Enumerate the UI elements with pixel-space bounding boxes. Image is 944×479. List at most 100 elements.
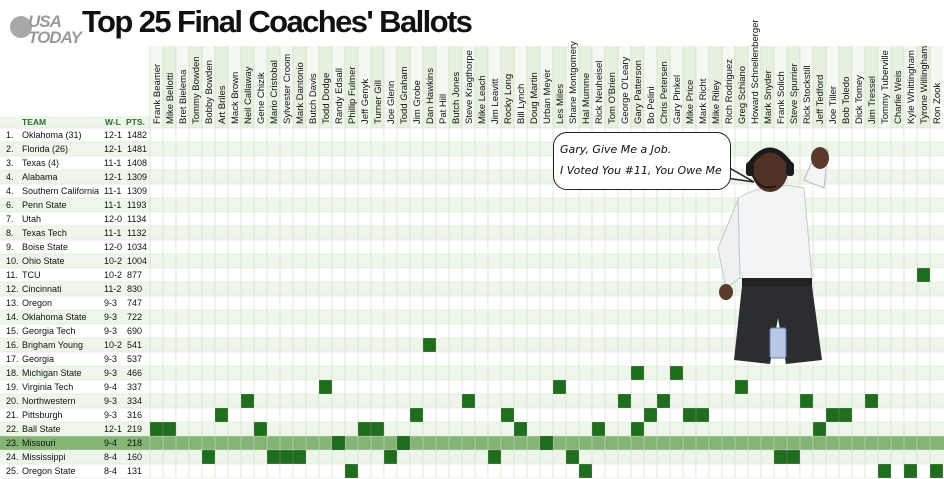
team-points: 537: [127, 354, 142, 364]
team-name: Texas (4): [22, 158, 59, 168]
coach-column-header-bg: [189, 46, 202, 128]
vote-cell: [865, 394, 878, 408]
team-points: 316: [127, 410, 142, 420]
table-row-bg: [0, 380, 944, 394]
team-wl: 10-2: [104, 270, 122, 280]
coach-label: Todd Graham: [399, 66, 410, 124]
team-points: 466: [127, 368, 142, 378]
coach-column-header-bg: [202, 46, 215, 128]
team-points: 218: [127, 438, 142, 448]
table-row-bg: [0, 422, 944, 436]
vote-cell: [787, 450, 800, 464]
vote-cell: [163, 422, 176, 436]
team-rank: 15.: [6, 326, 19, 336]
team-rank: 24.: [6, 452, 19, 462]
coach-label: Bobby Bowden: [204, 60, 215, 124]
team-wl: 8-4: [104, 466, 117, 476]
team-rank: 6.: [6, 200, 14, 210]
team-name: Missouri: [22, 438, 56, 448]
coach-label: Joe Tiller: [828, 86, 839, 124]
team-rank: 14.: [6, 312, 19, 322]
coach-column-header-bg: [345, 46, 358, 128]
vote-cell: [631, 422, 644, 436]
coach-label: Mario Cristobal: [269, 60, 280, 124]
vote-cell: [735, 380, 748, 394]
coach-column-header-bg: [163, 46, 176, 128]
coach-label: Gary Patterson: [633, 60, 644, 124]
coach-column-header-bg: [228, 46, 241, 128]
table-row-bg: [0, 226, 944, 240]
team-name: Ohio State: [22, 256, 65, 266]
vote-cell: [683, 408, 696, 422]
team-points: 1482: [127, 130, 147, 140]
speech-bubble-line-2: I Voted You #11, You Owe Me: [560, 164, 722, 177]
team-name: Brigham Young: [22, 340, 83, 350]
coach-label: Steve Spurrier: [789, 63, 800, 124]
vote-cell: [813, 422, 826, 436]
coach-column-header-bg: [735, 46, 748, 128]
vote-cell: [878, 464, 891, 478]
coach-column-header-bg: [631, 46, 644, 128]
coach-column-header-bg: [579, 46, 592, 128]
coach-label: Greg Schiano: [737, 66, 748, 124]
logo-today-text: TODAY: [28, 28, 82, 47]
coach-column-header-bg: [410, 46, 423, 128]
coach-label: Butch Jones: [451, 71, 462, 124]
coach-column-header-bg: [618, 46, 631, 128]
team-name: Oklahoma (31): [22, 130, 82, 140]
team-wl: 9-3: [104, 368, 117, 378]
team-rank: 4.: [6, 186, 14, 196]
coach-column-header-bg: [436, 46, 449, 128]
coach-column-header-bg: [930, 46, 943, 128]
team-name: Mississippi: [22, 452, 66, 462]
logo-usa-text: USA: [28, 12, 62, 31]
team-rank: 12.: [6, 284, 19, 294]
vote-cell: [371, 422, 384, 436]
team-points: 1309: [127, 172, 147, 182]
coach-label: Pat Hill: [438, 94, 449, 124]
coach-column-header-bg: [280, 46, 293, 128]
team-points: 1134: [127, 214, 146, 224]
team-rank: 10.: [6, 256, 19, 266]
team-name: Northwestern: [22, 396, 76, 406]
vote-cell: [358, 422, 371, 436]
coach-column-header-bg: [267, 46, 280, 128]
coach-label: Jim Tressel: [867, 76, 878, 124]
coach-label: Turner Gill: [373, 80, 384, 124]
team-name: Ball State: [22, 424, 61, 434]
vote-cell: [215, 408, 228, 422]
coach-label: Hal Mumme: [581, 73, 592, 124]
vote-cell: [332, 436, 345, 450]
table-row-bg: [0, 436, 944, 450]
coach-label: Rich Rodriguez: [724, 59, 735, 124]
team-name: Virginia Tech: [22, 382, 73, 392]
vote-cell: [293, 450, 306, 464]
coach-label: Mike Leach: [477, 75, 488, 124]
coach-column-header-bg: [670, 46, 683, 128]
coach-label: Ron Zook: [932, 83, 943, 124]
header-team: TEAM: [22, 117, 46, 127]
team-rank: 9.: [6, 242, 14, 252]
team-wl: 10-2: [104, 256, 122, 266]
vote-cell: [514, 422, 527, 436]
coach-label: Doug Martin: [529, 72, 540, 124]
coach-column-header-bg: [748, 46, 761, 128]
team-rank: 1.: [6, 130, 14, 140]
header-wl: W-L: [105, 117, 121, 127]
coach-column-header-bg: [865, 46, 878, 128]
table-row-bg: [0, 450, 944, 464]
vote-cell: [540, 436, 553, 450]
vote-cell: [423, 338, 436, 352]
coach-label: Mike Price: [685, 80, 696, 124]
coach-label: Phillip Fulmer: [347, 66, 358, 124]
coach-label: Tommy Tuberville: [880, 50, 891, 124]
coach-column-header-bg: [449, 46, 462, 128]
coach-label: Charlie Weis: [893, 70, 904, 124]
vote-cell: [553, 380, 566, 394]
team-rank: 3.: [6, 158, 14, 168]
coach-column-header-bg: [462, 46, 475, 128]
team-points: 1193: [127, 200, 146, 210]
coach-label: Art Briles: [217, 85, 228, 124]
coach-label: Steve Kragthorpe: [464, 50, 475, 124]
vote-cell: [566, 450, 579, 464]
